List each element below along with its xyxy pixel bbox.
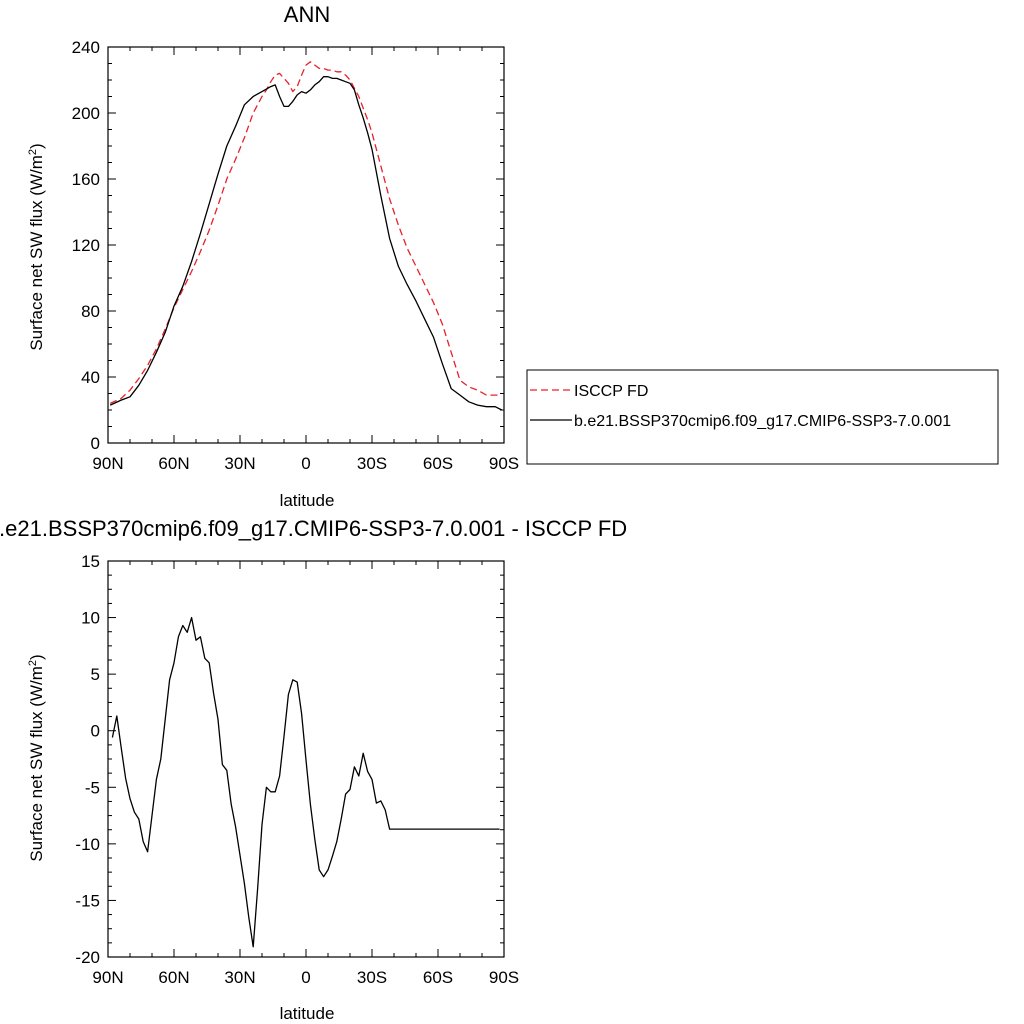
top-ylabel-sup: 2 [27, 149, 39, 155]
top-panel-x-axis-label: latitude [280, 491, 335, 510]
top-ylabel-main: Surface net SW flux (W/m [27, 155, 46, 351]
bottom-panel-x-axis-label: latitude [280, 1004, 335, 1023]
x-tick-label: 90N [92, 968, 123, 987]
bottom-panel-axes: 90N 60N 30N 0 30S 60S 90S -20 -15 -10 -5 0 5 10 15 [75, 552, 519, 987]
bottom-panel-y-axis-label: Surface net SW flux (W/m2) [27, 654, 46, 861]
legend: ISCCP FD b.e21.BSSP370cmip6.f09_g17.CMIP… [526, 369, 999, 465]
x-tick-label: 0 [301, 968, 310, 987]
x-tick-label: 0 [301, 454, 310, 473]
y-tick-label: 0 [91, 434, 100, 453]
y-tick-label: 10 [81, 609, 100, 628]
y-tick-label: 160 [72, 170, 100, 189]
top-panel: ANN 90N 60N 30N 0 30S 60S 90S 0 40 80 120 160 200 240… [27, 2, 519, 510]
y-tick-label: 120 [72, 236, 100, 255]
x-tick-label: 90N [92, 454, 123, 473]
x-tick-label: 60N [158, 968, 189, 987]
y-tick-label: 15 [81, 552, 100, 571]
y-tick-label: -15 [75, 891, 100, 910]
bottom-panel-title: b.e21.BSSP370cmip6.f09_g17.CMIP6-SSP3-7.… [0, 516, 627, 541]
x-tick-label: 30N [224, 968, 255, 987]
y-tick-label: 5 [91, 665, 100, 684]
top-ylabel-end: ) [27, 143, 46, 149]
bottom-panel-plot-area [111, 616, 500, 948]
legend-box [526, 369, 999, 465]
bottom-ylabel-main: Surface net SW flux (W/m [27, 666, 46, 862]
plot-frame [107, 46, 505, 444]
x-tick-label: 60S [423, 968, 453, 987]
top-panel-axes: 90N 60N 30N 0 30S 60S 90S 0 40 80 120 160 200 240 [72, 38, 520, 473]
x-tick-label: 90S [489, 968, 519, 987]
x-tick-label: 90S [489, 454, 519, 473]
legend-label-model: b.e21.BSSP370cmip6.f09_g17.CMIP6-SSP3-7.… [574, 413, 951, 430]
x-tick-label: 30N [224, 454, 255, 473]
series-line-1 [109, 76, 503, 411]
y-tick-label: -5 [85, 778, 100, 797]
y-tick-label: 200 [72, 104, 100, 123]
top-panel-plot-area [109, 61, 503, 411]
x-tick-label: 30S [357, 968, 387, 987]
y-tick-label: 40 [81, 368, 100, 387]
y-tick-label: 80 [81, 302, 100, 321]
y-tick-label: 240 [72, 38, 100, 57]
x-tick-label: 60S [423, 454, 453, 473]
bottom-ylabel-end: ) [27, 654, 46, 660]
x-tick-label: 30S [357, 454, 387, 473]
legend-label-isccp: ISCCP FD [574, 383, 648, 400]
bottom-ylabel-sup: 2 [27, 660, 39, 666]
series-line-0 [111, 616, 500, 948]
top-panel-y-axis-label: Surface net SW flux (W/m2) [27, 143, 46, 350]
y-tick-label: -20 [75, 948, 100, 967]
series-line-0 [109, 61, 500, 404]
top-panel-title: ANN [284, 2, 330, 27]
y-tick-label: 0 [91, 722, 100, 741]
bottom-panel: b.e21.BSSP370cmip6.f09_g17.CMIP6-SSP3-7.… [0, 516, 627, 1023]
y-tick-label: -10 [75, 835, 100, 854]
x-tick-label: 60N [158, 454, 189, 473]
